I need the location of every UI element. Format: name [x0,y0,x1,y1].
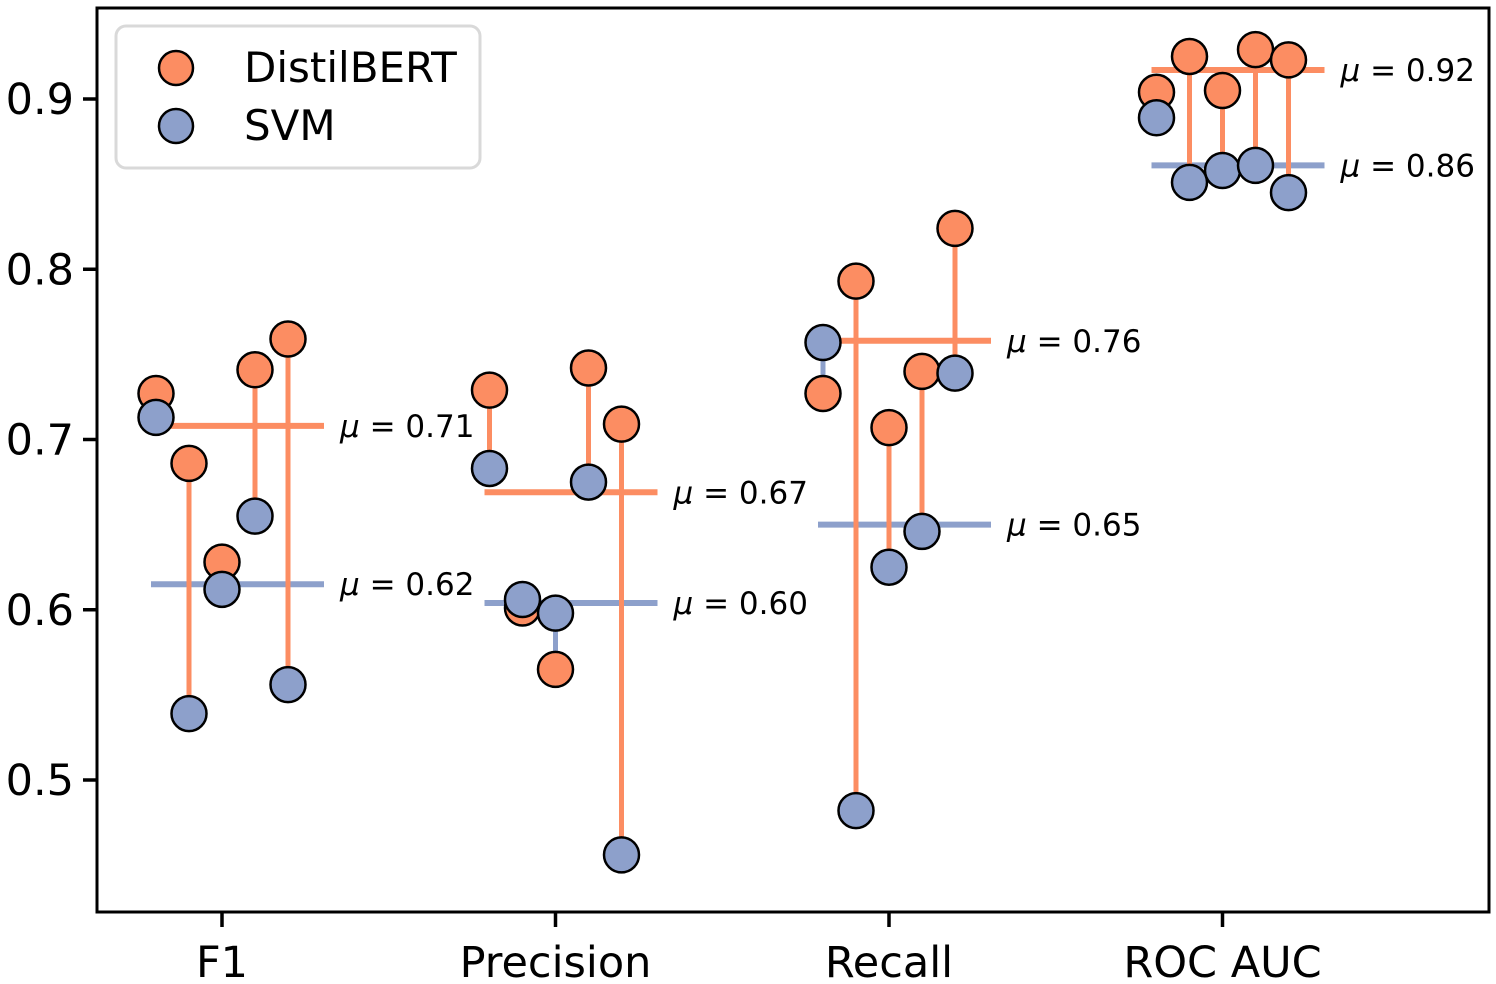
mean-label: μ = 0.71 [339,409,474,445]
data-point-svm [536,594,575,632]
legend-marker-svm [157,107,195,145]
y-tick-label: 0.9 [6,75,74,125]
series-svm [137,98,1308,874]
mean-lines: μ = 0.62 μ = 0.71 μ = 0.60 μ = 0.67 μ = 0.65… [151,53,1475,622]
x-axis: F1 Precision Recall ROC AUC [196,912,1322,984]
data-point-distilbert [269,320,307,358]
data-point-svm [137,398,175,437]
mean-label: μ = 0.60 [673,586,808,622]
legend-label-svm: SVM [244,101,336,150]
y-tick-label: 0.6 [6,586,74,636]
x-tick-label: F1 [196,938,248,984]
legend-label-distilbert: DistilBERT [244,43,457,92]
data-point-distilbert [804,374,842,413]
data-point-svm [602,836,641,874]
data-point-svm [236,497,274,535]
data-point-distilbert [1236,30,1275,69]
y-tick-label: 0.8 [6,245,74,295]
data-point-svm [903,512,941,551]
data-point-svm [936,354,974,392]
data-point-distilbert [870,408,908,447]
data-point-distilbert [602,405,641,443]
data-point-svm [1236,146,1275,185]
data-point-svm [203,570,241,609]
legend-marker-distilbert [157,49,195,87]
data-point-svm [1170,163,1209,202]
data-point-svm [1203,151,1242,190]
mean-label: μ = 0.67 [673,475,808,511]
mean-label: μ = 0.92 [1340,53,1475,89]
data-point-distilbert [569,349,608,387]
y-tick-label: 0.7 [6,416,74,466]
data-point-svm [170,694,208,733]
data-point-distilbert [470,371,509,409]
data-point-distilbert [1203,71,1242,110]
data-point-svm [1137,98,1176,137]
data-point-distilbert [170,444,208,483]
x-tick-label: ROC AUC [1123,938,1321,984]
data-point-svm [804,323,842,362]
mean-label: μ = 0.62 [339,567,474,603]
data-point-svm [870,548,908,586]
data-point-distilbert [1269,41,1308,79]
legend: DistilBERT SVM [114,24,482,170]
mean-label: μ = 0.65 [1006,508,1141,544]
series-distilbert [137,30,1308,689]
data-point-svm [470,449,509,488]
legend-box [114,24,482,170]
data-point-distilbert [536,650,575,689]
y-axis: 0.5 0.6 0.7 0.8 0.9 [6,75,97,806]
data-point-distilbert [837,262,875,300]
mean-label: μ = 0.76 [1006,324,1141,360]
data-point-svm [503,580,542,619]
data-point-svm [837,791,875,830]
data-point-distilbert [1170,37,1209,76]
data-point-distilbert [236,350,274,389]
data-point-svm [569,463,608,501]
pair-connectors [153,49,1291,855]
data-point-distilbert [936,209,974,248]
data-point-distilbert [903,352,941,391]
data-point-svm [269,665,307,704]
x-tick-label: Recall [825,938,953,984]
x-tick-label: Precision [460,938,652,984]
y-tick-label: 0.5 [6,756,74,806]
data-point-svm [1269,173,1308,212]
mean-label: μ = 0.86 [1340,148,1475,184]
